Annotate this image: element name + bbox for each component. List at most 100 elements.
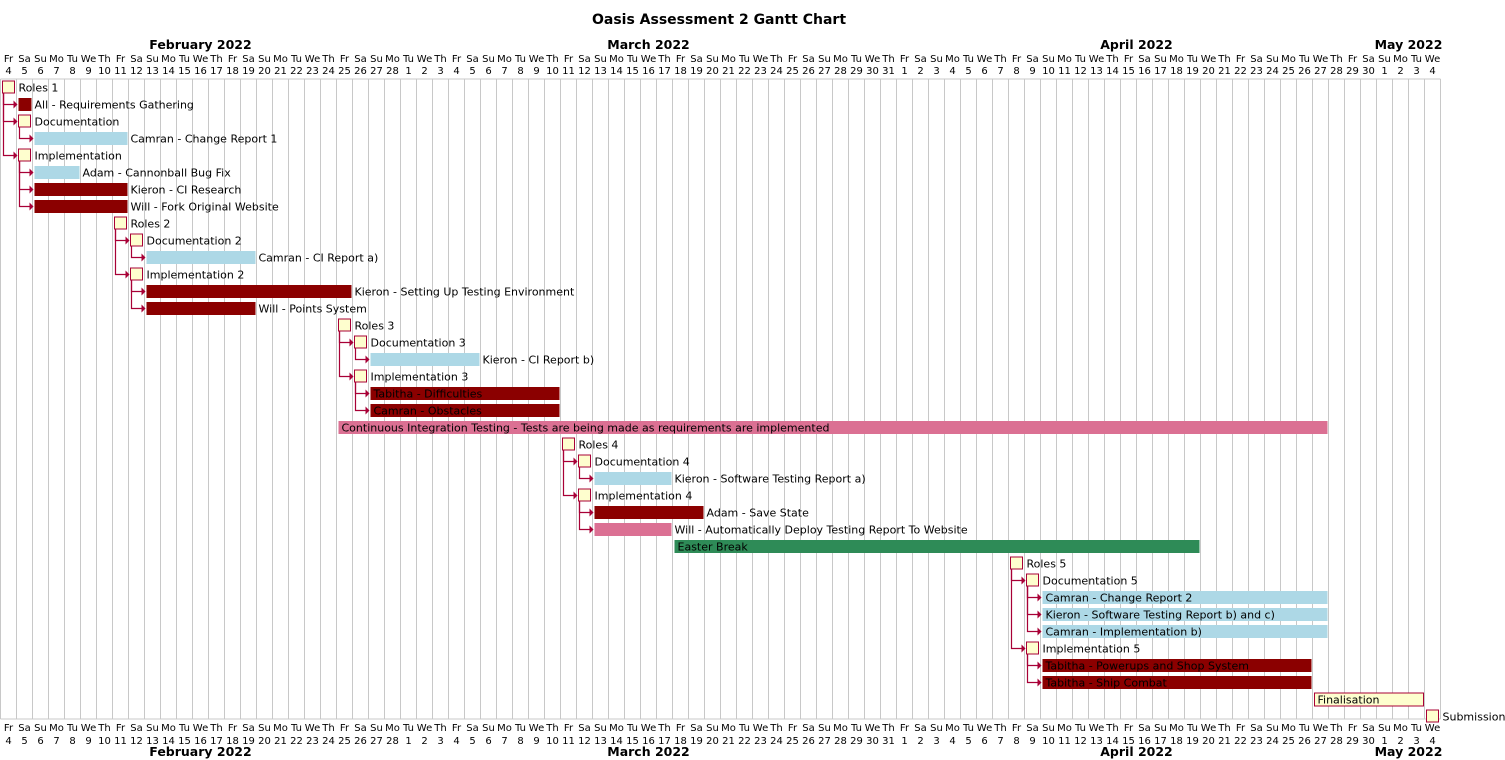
weekday-label-top: We <box>1313 54 1328 65</box>
weekday-label-bottom: Fr <box>228 723 238 734</box>
dependency-line <box>354 348 367 361</box>
day-number-label-top: 25 <box>786 66 799 77</box>
weekday-label-bottom: Mo <box>385 723 400 734</box>
weekday-label-top: Fr <box>452 54 462 65</box>
day-number-label-top: 12 <box>130 66 143 77</box>
dependency-arrowhead <box>589 474 594 483</box>
weekday-label-top: Mo <box>161 54 176 65</box>
day-number-label-bottom: 27 <box>818 736 831 747</box>
weekday-label-bottom: Fr <box>1348 723 1358 734</box>
day-number-label-bottom: 18 <box>1170 736 1183 747</box>
day-number-label-bottom: 16 <box>1138 736 1151 747</box>
day-number-label-bottom: 24 <box>1266 736 1279 747</box>
task-bar <box>370 353 480 366</box>
task-label: Documentation 4 <box>595 456 690 469</box>
weekday-label-bottom: Tu <box>290 723 302 734</box>
dependency-arrowhead <box>573 491 578 500</box>
task-label: Implementation 4 <box>595 490 693 503</box>
weekday-label-bottom: Fr <box>340 723 350 734</box>
day-number-label-bottom: 3 <box>437 736 443 747</box>
dependency-line <box>354 382 367 395</box>
weekday-label-top: Tu <box>1074 54 1086 65</box>
day-number-label-top: 19 <box>690 66 703 77</box>
task-bar <box>1042 608 1328 621</box>
weekday-label-bottom: Sa <box>130 723 142 734</box>
task-label: Camran - Obstacles <box>374 405 483 418</box>
weekday-label-bottom: Fr <box>116 723 126 734</box>
milestone-box <box>130 233 143 247</box>
task-label: Implementation 5 <box>1043 643 1141 656</box>
day-number-label-bottom: 4 <box>949 736 955 747</box>
weekday-label-bottom: Tu <box>402 723 414 734</box>
day-number-label-top: 16 <box>1138 66 1151 77</box>
task-label: Will - Automatically Deploy Testing Repo… <box>675 524 968 537</box>
day-number-label-top: 5 <box>21 66 27 77</box>
day-number-label-top: 2 <box>917 66 923 77</box>
weekday-label-top: Su <box>706 54 719 65</box>
day-number-label-bottom: 15 <box>1122 736 1135 747</box>
task-label: Documentation 2 <box>147 235 242 248</box>
weekday-label-bottom: Tu <box>1298 723 1310 734</box>
weekday-label-top: Th <box>545 54 558 65</box>
day-number-label-top: 15 <box>626 66 639 77</box>
dependency-arrowhead <box>589 525 594 534</box>
weekday-label-bottom: Su <box>370 723 383 734</box>
weekday-label-top: Fr <box>564 54 574 65</box>
weekday-label-top: Mo <box>721 54 736 65</box>
day-number-label-top: 15 <box>1122 66 1135 77</box>
day-number-label-bottom: 29 <box>850 736 863 747</box>
task-bar <box>18 98 32 111</box>
day-number-label-top: 16 <box>194 66 207 77</box>
weekday-label-bottom: Su <box>34 723 47 734</box>
weekday-label-top: We <box>305 54 320 65</box>
month-label-top: March 2022 <box>607 37 690 52</box>
weekday-label-top: We <box>865 54 880 65</box>
weekday-label-bottom: Fr <box>1124 723 1134 734</box>
weekday-label-bottom: Tu <box>66 723 78 734</box>
day-number-label-bottom: 8 <box>517 736 523 747</box>
weekday-label-top: Th <box>321 54 334 65</box>
weekday-label-bottom: Mo <box>273 723 288 734</box>
task-label: Adam - Cannonball Bug Fix <box>83 167 232 180</box>
weekday-label-top: We <box>529 54 544 65</box>
weekday-label-bottom: We <box>417 723 432 734</box>
weekday-label-top: Mo <box>833 54 848 65</box>
task-label: Kieron - Software Testing Report a) <box>675 473 866 486</box>
day-number-label-bottom: 25 <box>1282 736 1295 747</box>
weekday-label-bottom: Mo <box>497 723 512 734</box>
dependency-arrowhead <box>13 117 18 126</box>
dependency-line <box>1026 586 1039 599</box>
day-number-label-bottom: 28 <box>834 736 847 747</box>
task-bar <box>34 200 128 213</box>
weekday-label-bottom: Su <box>818 723 831 734</box>
day-number-label-top: 17 <box>658 66 671 77</box>
weekday-label-top: Sa <box>1138 54 1150 65</box>
day-number-label-top: 6 <box>37 66 43 77</box>
weekday-label-top: We <box>1425 54 1440 65</box>
milestone-box <box>114 216 127 230</box>
dependency-arrowhead <box>1037 661 1042 670</box>
dependency-line <box>578 467 591 480</box>
weekday-label-bottom: Th <box>769 723 782 734</box>
weekday-label-bottom: Sa <box>690 723 702 734</box>
day-number-label-top: 13 <box>146 66 159 77</box>
weekday-label-bottom: Mo <box>1393 723 1408 734</box>
dependency-line <box>562 450 575 463</box>
weekday-label-bottom: Th <box>993 723 1006 734</box>
task-label: Kieron - CI Report b) <box>483 354 595 367</box>
weekday-label-top: Th <box>433 54 446 65</box>
day-number-label-top: 14 <box>610 66 623 77</box>
day-number-label-bottom: 17 <box>1154 736 1167 747</box>
weekday-label-top: Sa <box>914 54 926 65</box>
weekday-label-top: Tu <box>850 54 862 65</box>
dependency-arrowhead <box>1021 644 1026 653</box>
weekday-label-bottom: Sa <box>466 723 478 734</box>
dependency-arrows <box>2 93 1042 687</box>
day-number-label-top: 3 <box>933 66 939 77</box>
weekday-label-bottom: We <box>1089 723 1104 734</box>
weekday-label-bottom: We <box>81 723 96 734</box>
day-number-label-top: 2 <box>1397 66 1403 77</box>
weekday-label-bottom: Su <box>1154 723 1167 734</box>
dependency-line <box>1010 569 1023 650</box>
weekday-label-top: Tu <box>962 54 974 65</box>
